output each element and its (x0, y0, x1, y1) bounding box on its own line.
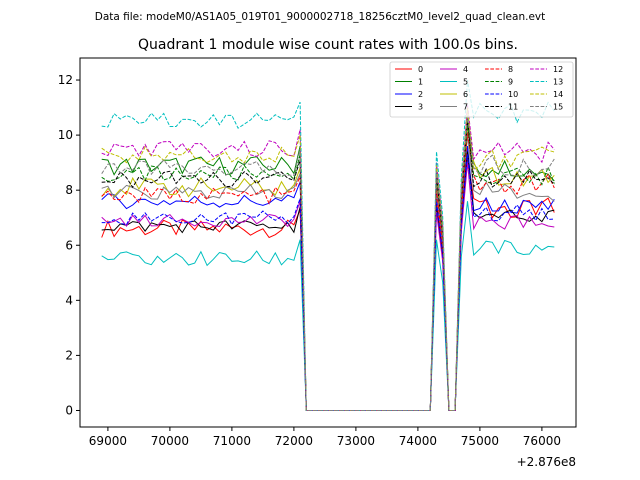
x-tick-label: 76000 (523, 434, 561, 448)
legend-label-15: 15 (553, 103, 563, 112)
y-axis: 0 2 4 6 8 10 12 (58, 73, 80, 417)
x-offset-label: +2.876e8 (517, 455, 576, 469)
legend-label-1: 1 (418, 78, 423, 87)
y-tick-label: 0 (65, 403, 73, 417)
x-tick-label: 73000 (337, 434, 375, 448)
x-tick-label: 74000 (399, 434, 437, 448)
y-tick-label: 8 (65, 183, 73, 197)
legend-label-3: 3 (418, 103, 423, 112)
series-line-13 (101, 79, 555, 411)
legend-label-0: 0 (418, 65, 423, 74)
y-tick-label: 4 (65, 293, 73, 307)
data-file-label: Data file: modeM0/AS1A05_019T01_90000027… (95, 11, 546, 23)
x-tick-label: 71000 (213, 434, 251, 448)
chart-title: Quadrant 1 module wise count rates with … (138, 37, 518, 53)
y-tick-label: 2 (65, 348, 73, 362)
x-tick-label: 75000 (461, 434, 499, 448)
x-tick-label: 69000 (89, 434, 127, 448)
legend-label-6: 6 (463, 90, 468, 99)
legend-label-2: 2 (418, 90, 423, 99)
legend-label-12: 12 (553, 65, 563, 74)
plot-area (80, 58, 576, 427)
y-tick-label: 12 (58, 73, 73, 87)
series-line-15 (101, 115, 555, 411)
legend-label-14: 14 (553, 90, 563, 99)
legend-label-8: 8 (508, 65, 513, 74)
legend-label-7: 7 (463, 103, 468, 112)
y-tick-label: 6 (65, 238, 73, 252)
legend-label-10: 10 (508, 90, 518, 99)
legend-label-13: 13 (553, 78, 563, 87)
series-layer (101, 79, 555, 411)
legend-label-9: 9 (508, 78, 513, 87)
legend-box (389, 61, 574, 118)
legend-label-4: 4 (463, 65, 468, 74)
x-tick-label: 72000 (275, 434, 313, 448)
plot-frame (79, 57, 577, 428)
legend-label-5: 5 (463, 78, 468, 87)
x-axis: 69000 70000 71000 72000 73000 74000 75000 76000 (89, 427, 561, 448)
x-tick-label: 70000 (151, 434, 189, 448)
legend-label-11: 11 (508, 103, 518, 112)
y-tick-label: 10 (58, 128, 73, 142)
